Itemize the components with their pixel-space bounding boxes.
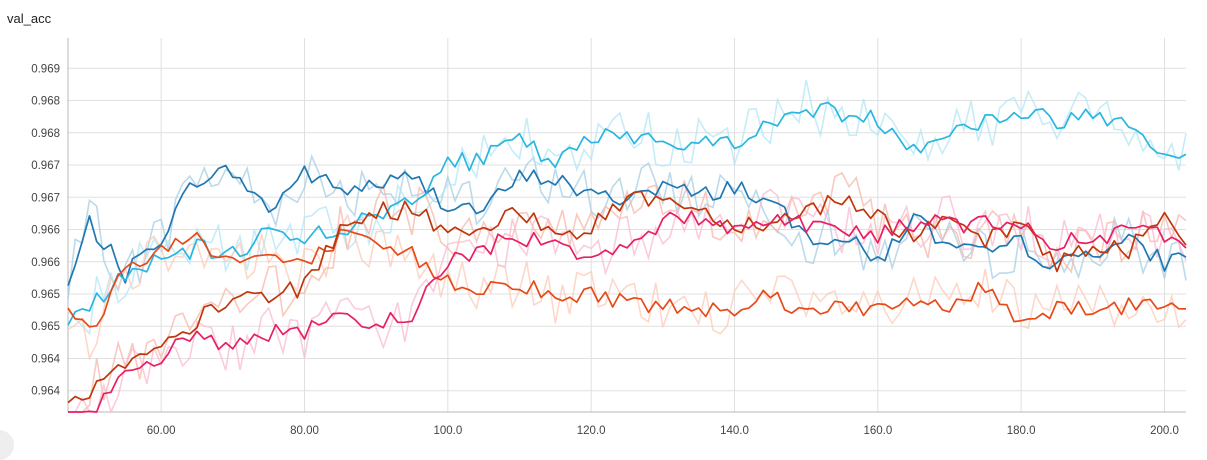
raw-series-line [67, 79, 1187, 336]
x-tick-label: 80.00 [290, 425, 319, 437]
series-lines [67, 101, 1187, 413]
chart-title: val_acc [7, 11, 52, 26]
y-tick-label: 0.968 [31, 128, 60, 140]
raw-series-line [67, 153, 1187, 299]
line-chart: 0.969 0.968 0.968 0.967 0.967 0.966 0.966 0.965… [31, 38, 1187, 437]
series-line [68, 210, 1187, 413]
y-tick-label: 0.966 [31, 257, 60, 269]
raw-series-line [68, 188, 1187, 415]
x-tick-label: 140.0 [720, 425, 749, 437]
raw-lines [67, 79, 1187, 415]
series-line [67, 164, 1187, 286]
y-tick-label: 0.964 [31, 386, 60, 398]
x-tick-label: 160.0 [863, 425, 892, 437]
series-line [67, 228, 1187, 328]
x-tick-label: 60.00 [147, 425, 176, 437]
series-line [67, 101, 1187, 326]
y-tick-label: 0.969 [31, 63, 60, 75]
x-tick-label: 100.0 [433, 425, 462, 437]
x-tick-label: 200.0 [1150, 425, 1179, 437]
y-tick-label: 0.967 [31, 192, 60, 204]
y-tick-label: 0.967 [31, 160, 60, 172]
x-tick-label: 180.0 [1007, 425, 1036, 437]
series-line [67, 190, 1187, 404]
y-tick-label: 0.965 [31, 289, 60, 301]
y-tick-label: 0.965 [31, 321, 60, 333]
x-tick-label: 120.0 [577, 425, 606, 437]
y-tick-label: 0.964 [31, 353, 60, 365]
y-tick-label: 0.968 [31, 96, 60, 108]
y-tick-label: 0.966 [31, 225, 60, 237]
grid [67, 38, 1186, 413]
y-axis-ticks: 0.969 0.968 0.968 0.967 0.967 0.966 0.966 0.965… [31, 63, 60, 397]
x-axis-ticks: 60.00 80.00 100.0 120.0 140.0 160.0 180.0 200.0 [147, 425, 1179, 437]
